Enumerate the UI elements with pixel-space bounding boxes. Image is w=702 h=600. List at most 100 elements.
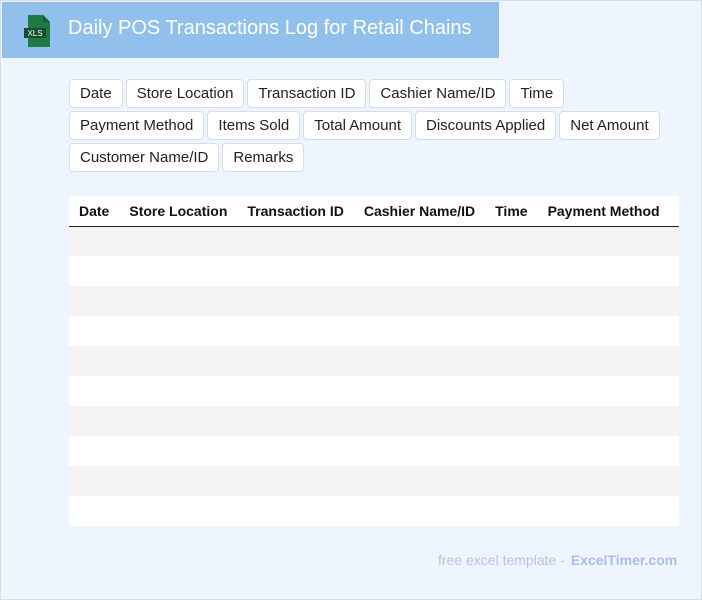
table-cell[interactable] bbox=[353, 316, 486, 346]
table-cell[interactable] bbox=[237, 406, 354, 436]
table-cell[interactable] bbox=[537, 496, 670, 526]
column-chip[interactable]: Remarks bbox=[222, 143, 305, 172]
table-cell[interactable] bbox=[69, 376, 120, 406]
table-cell[interactable] bbox=[485, 496, 538, 526]
table-cell[interactable] bbox=[537, 376, 670, 406]
table-cell[interactable] bbox=[237, 466, 354, 496]
table-row bbox=[69, 466, 679, 496]
table-cell[interactable] bbox=[69, 496, 120, 526]
table-cell[interactable] bbox=[485, 376, 538, 406]
table-cell[interactable] bbox=[669, 286, 679, 316]
table-row bbox=[69, 346, 679, 376]
table-cell[interactable] bbox=[669, 466, 679, 496]
column-chip[interactable]: Total Amount bbox=[303, 111, 412, 140]
table-cell[interactable] bbox=[237, 316, 354, 346]
table-cell[interactable] bbox=[119, 436, 238, 466]
table-cell[interactable] bbox=[119, 286, 238, 316]
table-cell[interactable] bbox=[669, 496, 679, 526]
column-header[interactable]: Time bbox=[485, 196, 538, 227]
table-row bbox=[69, 496, 679, 526]
table-cell[interactable] bbox=[119, 346, 238, 376]
column-chip[interactable]: Transaction ID bbox=[247, 79, 367, 108]
column-chip[interactable]: Date bbox=[69, 79, 123, 108]
table-cell[interactable] bbox=[237, 496, 354, 526]
table-cell[interactable] bbox=[119, 226, 238, 256]
table-cell[interactable] bbox=[353, 436, 486, 466]
column-chip[interactable]: Items Sold bbox=[207, 111, 301, 140]
table-cell[interactable] bbox=[119, 316, 238, 346]
table-cell[interactable] bbox=[69, 286, 120, 316]
table-cell[interactable] bbox=[237, 436, 354, 466]
table-cell[interactable] bbox=[119, 256, 238, 286]
table-cell[interactable] bbox=[353, 376, 486, 406]
footer-brand-link[interactable]: ExcelTimer.com bbox=[570, 552, 678, 568]
table-cell[interactable] bbox=[237, 256, 354, 286]
table-cell[interactable] bbox=[669, 226, 679, 256]
column-chip[interactable]: Cashier Name/ID bbox=[369, 79, 507, 108]
table-cell[interactable] bbox=[237, 376, 354, 406]
table-cell[interactable] bbox=[485, 346, 538, 376]
column-chip[interactable]: Store Location bbox=[125, 79, 245, 108]
table-cell[interactable] bbox=[537, 286, 670, 316]
table-cell[interactable] bbox=[485, 436, 538, 466]
table-cell[interactable] bbox=[537, 466, 670, 496]
table-cell[interactable] bbox=[669, 406, 679, 436]
table-cell[interactable] bbox=[69, 346, 120, 376]
table-cell[interactable] bbox=[353, 286, 486, 316]
table-cell[interactable] bbox=[353, 256, 486, 286]
table-cell[interactable] bbox=[119, 406, 238, 436]
table-cell[interactable] bbox=[485, 316, 538, 346]
table-cell[interactable] bbox=[669, 376, 679, 406]
column-chip[interactable]: Customer Name/ID bbox=[69, 143, 220, 172]
table-cell[interactable] bbox=[69, 406, 120, 436]
column-header[interactable]: Store Location bbox=[119, 196, 238, 227]
table-cell[interactable] bbox=[537, 256, 670, 286]
xls-file-icon: XLS bbox=[24, 15, 50, 47]
table-cell[interactable] bbox=[69, 226, 120, 256]
table-cell[interactable] bbox=[69, 316, 120, 346]
table-cell[interactable] bbox=[353, 466, 486, 496]
footer-text: free excel template - bbox=[438, 552, 565, 568]
column-chip[interactable]: Net Amount bbox=[559, 111, 660, 140]
table-cell[interactable] bbox=[485, 286, 538, 316]
column-header[interactable]: Payment Method bbox=[537, 196, 670, 227]
table-cell[interactable] bbox=[69, 466, 120, 496]
column-header[interactable]: Cashier Name/ID bbox=[353, 196, 486, 227]
column-header[interactable]: Items Sold bbox=[669, 196, 679, 227]
table-cell[interactable] bbox=[237, 346, 354, 376]
table-cell[interactable] bbox=[669, 436, 679, 466]
table-row bbox=[69, 316, 679, 346]
footer: free excel template - ExcelTimer.com bbox=[438, 552, 677, 568]
table-cell[interactable] bbox=[353, 226, 486, 256]
table-cell[interactable] bbox=[353, 346, 486, 376]
column-header[interactable]: Date bbox=[69, 196, 120, 227]
table-cell[interactable] bbox=[119, 376, 238, 406]
table-cell[interactable] bbox=[119, 496, 238, 526]
table-cell[interactable] bbox=[485, 406, 538, 436]
table-cell[interactable] bbox=[485, 466, 538, 496]
table-cell[interactable] bbox=[669, 316, 679, 346]
column-chips: Date Store Location Transaction ID Cashier … bbox=[69, 79, 701, 172]
table-cell[interactable] bbox=[669, 346, 679, 376]
svg-text:XLS: XLS bbox=[27, 29, 42, 38]
table-cell[interactable] bbox=[69, 256, 120, 286]
table-cell[interactable] bbox=[237, 286, 354, 316]
table-cell[interactable] bbox=[353, 406, 486, 436]
table-cell[interactable] bbox=[669, 256, 679, 286]
table-cell[interactable] bbox=[237, 226, 354, 256]
table-cell[interactable] bbox=[537, 226, 670, 256]
table-cell[interactable] bbox=[353, 496, 486, 526]
column-chip[interactable]: Discounts Applied bbox=[415, 111, 557, 140]
table-cell[interactable] bbox=[485, 256, 538, 286]
table-cell[interactable] bbox=[537, 346, 670, 376]
column-chip[interactable]: Payment Method bbox=[69, 111, 205, 140]
table-cell[interactable] bbox=[485, 226, 538, 256]
column-chip[interactable]: Time bbox=[509, 79, 565, 108]
table-cell[interactable] bbox=[537, 436, 670, 466]
table-cell[interactable] bbox=[119, 466, 238, 496]
table-cell[interactable] bbox=[537, 406, 670, 436]
column-header[interactable]: Transaction ID bbox=[237, 196, 354, 227]
table-cell[interactable] bbox=[537, 316, 670, 346]
data-table[interactable]: Date Store Location Transaction ID Cashier … bbox=[69, 196, 679, 526]
table-cell[interactable] bbox=[69, 436, 120, 466]
